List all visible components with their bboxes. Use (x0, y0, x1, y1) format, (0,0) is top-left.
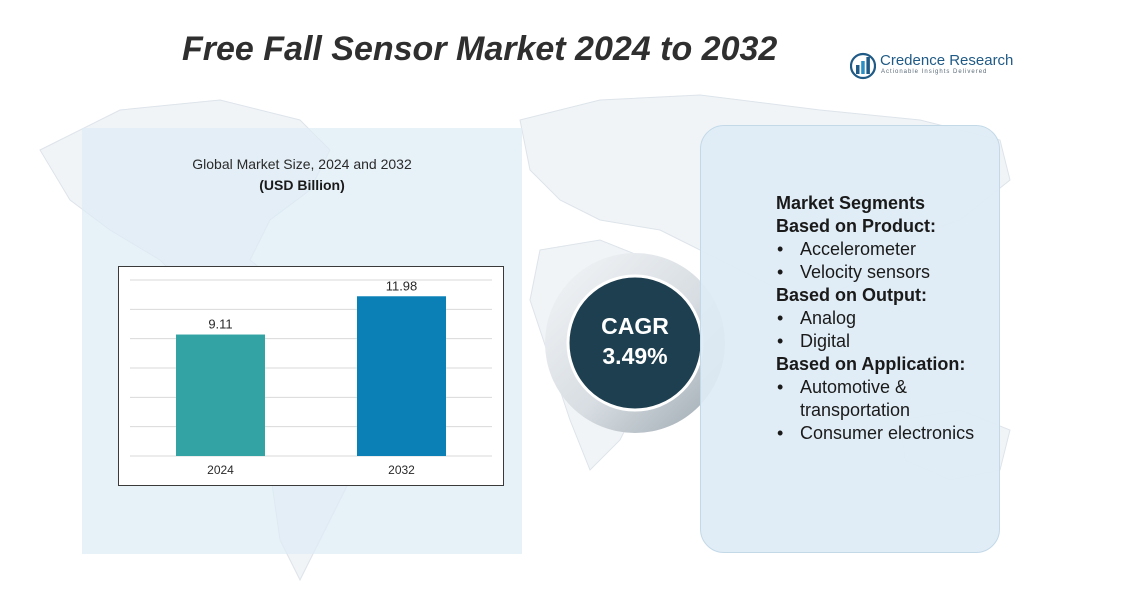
segments-list: Market Segments Based on Product: • Accel… (776, 192, 1006, 445)
bullet-icon: • (777, 262, 784, 282)
bullet-icon: • (777, 423, 784, 443)
x-tick-label-2024: 2024 (207, 463, 234, 477)
bullet-icon: • (777, 239, 784, 259)
segment-item: • Analog (776, 307, 1006, 330)
segment-item: • Digital (776, 330, 1006, 353)
segment-group-heading: Based on Application: (776, 354, 966, 374)
segment-item-label: Velocity sensors (800, 262, 931, 282)
logo-name: Credence Research (880, 52, 1014, 69)
bars: 9.11 2024 11.98 2032 (176, 278, 446, 477)
cagr-badge: CAGR 3.49% (569, 311, 701, 371)
segment-item-label: Accelerometer (800, 239, 917, 259)
page-title: Free Fall Sensor Market 2024 to 2032 (182, 30, 778, 68)
segment-group-heading: Based on Output: (776, 285, 927, 305)
cagr-ring (545, 253, 725, 433)
bullet-icon: • (777, 377, 784, 397)
bar-2024 (176, 334, 265, 456)
bullet-icon: • (777, 308, 784, 328)
bullet-icon: • (777, 331, 784, 351)
segment-item: • Velocity sensors (776, 261, 1006, 284)
segment-item: • Consumer electronics (776, 422, 1006, 445)
bar-2032 (357, 296, 446, 456)
segment-item-label: Consumer electronics (800, 423, 975, 443)
logo-tagline: Actionable Insights Delivered (881, 69, 988, 75)
chart-unit: (USD Billion) (259, 177, 345, 193)
segment-item-label: Automotive & transportation (800, 377, 911, 420)
data-label-2032: 11.98 (386, 278, 418, 293)
segments-panel (700, 125, 1000, 553)
cagr-value: 3.49% (602, 343, 668, 369)
data-label-2024: 9.11 (208, 317, 232, 332)
bar-chart-logo-icon (850, 52, 876, 80)
bar-chart: 9.11 2024 11.98 2032 (118, 266, 504, 486)
x-tick-label-2032: 2032 (388, 463, 415, 477)
cagr-label: CAGR (601, 313, 669, 339)
segment-item: • Accelerometer (776, 238, 1006, 261)
chart-heading: Global Market Size, 2024 and 2032 (192, 156, 412, 172)
segment-group-heading: Based on Product: (776, 216, 937, 236)
segment-item-label: Analog (800, 308, 857, 328)
segments-title: Market Segments (776, 193, 926, 213)
segment-item: • Automotive & transportation (776, 376, 1006, 422)
company-logo: Credence Research Actionable Insights De… (850, 50, 1030, 82)
segment-item-label: Digital (800, 331, 851, 351)
